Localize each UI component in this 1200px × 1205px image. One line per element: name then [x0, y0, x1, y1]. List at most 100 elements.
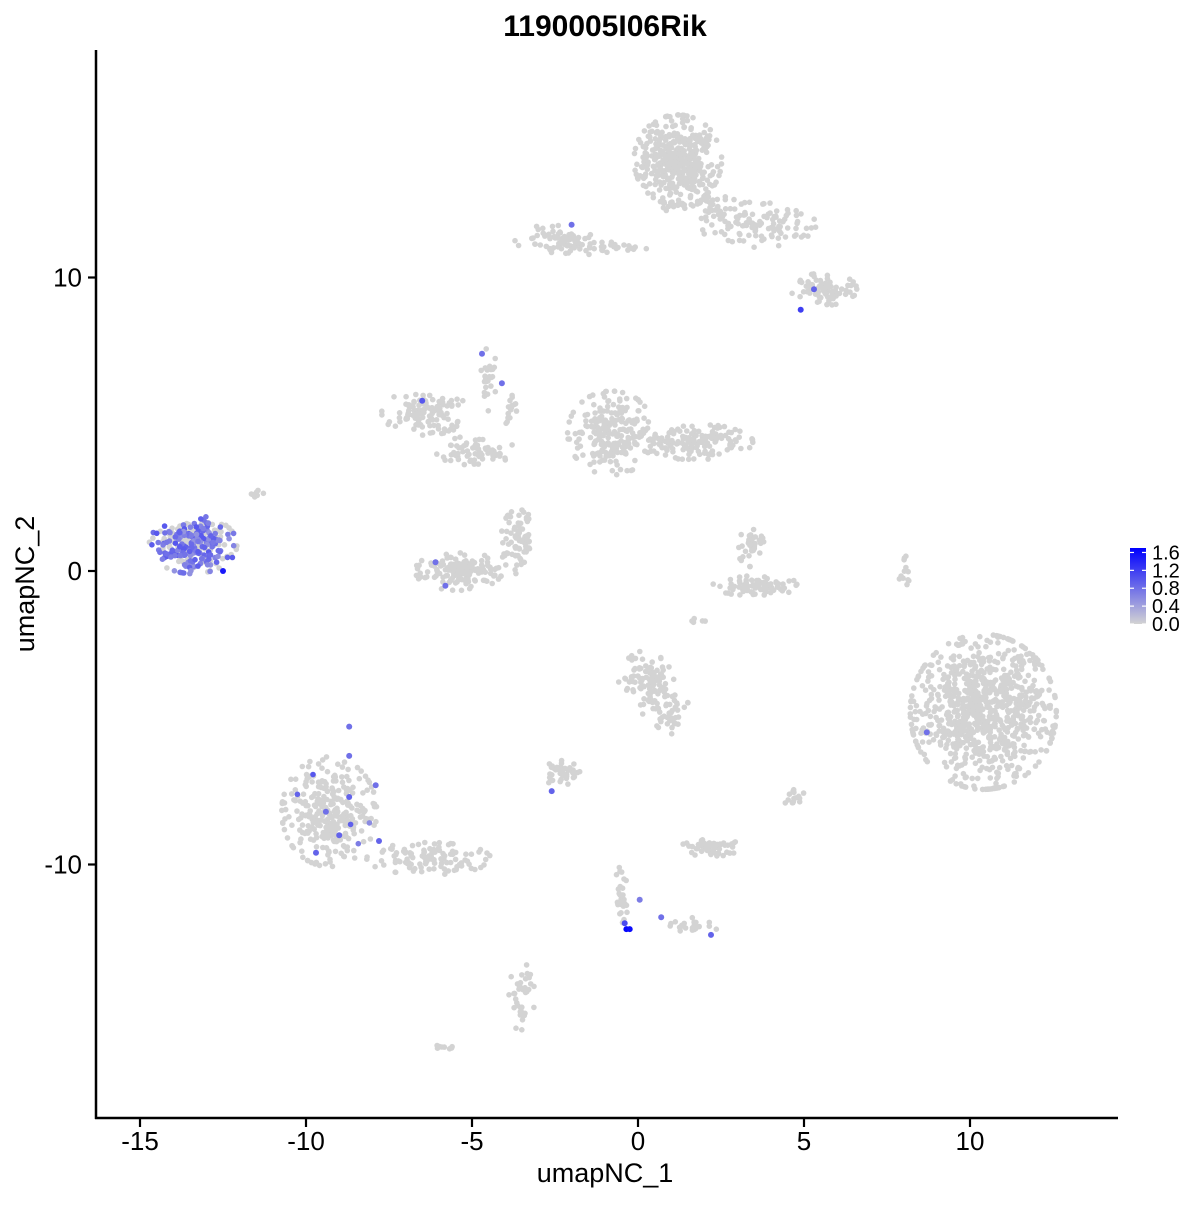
cell-point — [392, 869, 399, 876]
cell-point — [777, 223, 783, 230]
cell-point — [561, 233, 568, 240]
cell-point — [686, 185, 692, 192]
cell-point — [952, 755, 959, 761]
cell-point — [979, 676, 985, 683]
cell-point — [463, 851, 469, 857]
cell-point — [654, 128, 661, 135]
cell-point — [476, 849, 482, 855]
cell-point — [329, 827, 336, 833]
cell-point — [576, 768, 583, 775]
cell-point — [409, 403, 416, 409]
cell-point — [943, 764, 950, 770]
cell-point — [513, 1025, 519, 1031]
cell-point — [1008, 762, 1015, 769]
cell-point — [617, 911, 623, 917]
cell-point — [364, 854, 370, 860]
cell-point — [477, 452, 483, 459]
cell-point — [438, 860, 445, 866]
cell-point — [713, 926, 720, 932]
cell-point — [1050, 730, 1057, 736]
cell-point — [793, 232, 799, 238]
cell-point — [702, 618, 708, 624]
cell-point — [413, 391, 419, 398]
cell-point — [562, 765, 568, 772]
cell-point — [403, 401, 409, 408]
cell-point — [223, 522, 229, 529]
cell-point — [571, 245, 578, 251]
cell-point — [340, 853, 347, 860]
cell-point — [725, 435, 732, 442]
cell-point — [1002, 681, 1009, 688]
cell-point — [452, 452, 458, 458]
cell-point — [421, 847, 427, 853]
cell-point — [708, 432, 714, 439]
cell-point — [1043, 747, 1050, 754]
cell-point — [652, 145, 659, 152]
cell-point — [340, 814, 346, 820]
cell-point — [309, 779, 315, 785]
cell-point — [688, 126, 694, 133]
cell-point — [344, 773, 350, 780]
cell-point — [531, 983, 537, 990]
cell-point — [958, 781, 964, 787]
cell-point — [605, 434, 611, 441]
cell-point — [605, 398, 611, 405]
cell-point — [313, 834, 320, 841]
cell-point — [219, 555, 226, 562]
cell-point — [715, 211, 722, 218]
cell-point — [449, 851, 456, 858]
cell-point — [999, 704, 1006, 711]
cell-point — [598, 449, 604, 455]
cell-point — [710, 581, 716, 587]
cell-point — [299, 763, 306, 770]
cell-point — [730, 850, 737, 856]
cell-point — [550, 245, 557, 251]
cell-point — [441, 853, 448, 859]
cell-point — [201, 544, 208, 551]
cell-point — [954, 741, 960, 748]
cell-point — [725, 237, 732, 244]
cell-point — [339, 764, 346, 770]
cell-point — [822, 290, 828, 296]
cell-point — [731, 206, 738, 212]
cell-point — [632, 457, 638, 464]
cell-point — [487, 852, 493, 859]
cell-point — [922, 710, 929, 717]
cell-point — [359, 813, 366, 819]
cell-point — [217, 524, 224, 530]
cell-point — [460, 448, 466, 455]
cell-point — [702, 122, 709, 128]
expressing-cell-point — [479, 350, 485, 357]
cell-point — [512, 524, 518, 531]
cell-point — [717, 216, 723, 222]
cell-point — [279, 807, 285, 814]
cell-point — [182, 551, 188, 558]
cell-point — [634, 441, 640, 448]
cell-point — [488, 447, 495, 454]
cell-point — [1047, 740, 1053, 746]
cell-point — [611, 388, 618, 395]
cell-point — [292, 787, 299, 793]
cell-point — [805, 233, 811, 239]
cell-point — [164, 551, 170, 557]
cell-point — [925, 678, 931, 684]
cell-point — [500, 540, 506, 546]
cell-point — [508, 530, 514, 536]
cell-point — [552, 767, 559, 773]
cell-point — [314, 811, 321, 817]
cell-point — [712, 438, 719, 445]
cell-point — [752, 227, 759, 234]
cell-point — [155, 539, 161, 546]
cell-point — [366, 820, 373, 826]
cell-point — [645, 449, 651, 456]
cell-point — [473, 445, 480, 451]
cell-point — [163, 539, 170, 546]
cell-point — [583, 418, 589, 424]
cell-point — [689, 618, 695, 624]
cell-point — [1013, 683, 1019, 689]
cell-point — [962, 784, 969, 790]
cell-point — [707, 172, 714, 179]
cell-point — [773, 580, 780, 586]
cell-point — [303, 812, 310, 818]
cell-point — [591, 245, 597, 252]
